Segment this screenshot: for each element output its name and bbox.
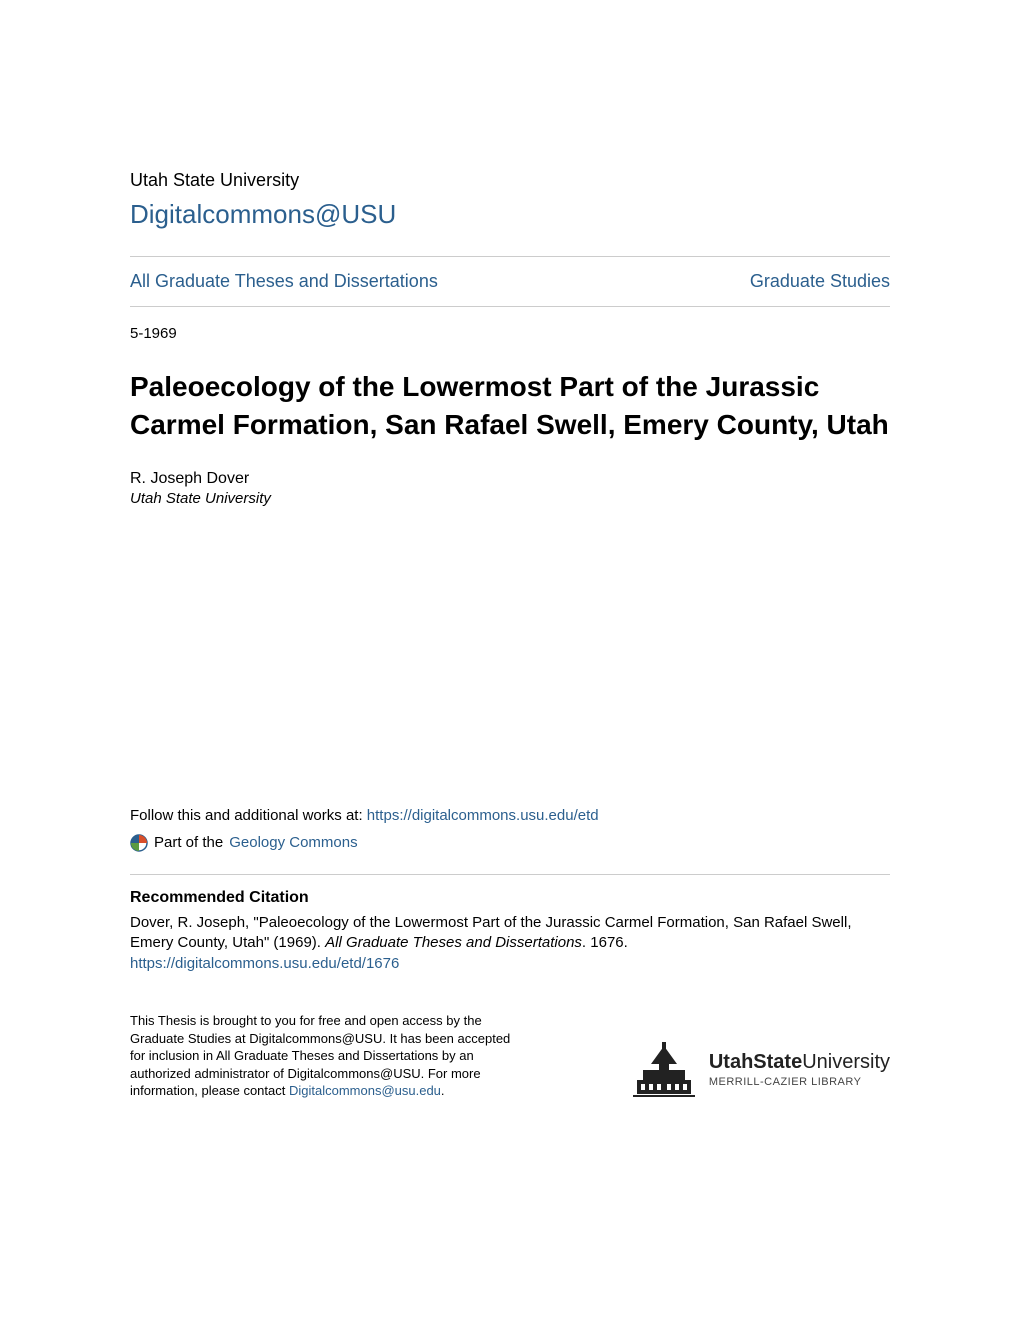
logo-bold: UtahState xyxy=(709,1051,802,1073)
network-icon xyxy=(130,834,148,852)
network-prefix: Part of the xyxy=(154,834,223,851)
university-logo: UtahStateUniversity MERRILL-CAZIER LIBRA… xyxy=(629,1040,890,1100)
access-suffix: . xyxy=(441,1083,445,1098)
citation-url-link[interactable]: https://digitalcommons.usu.edu/etd/1676 xyxy=(130,955,890,972)
nav-collection-link[interactable]: All Graduate Theses and Dissertations xyxy=(130,271,438,292)
follow-prefix: Follow this and additional works at: xyxy=(130,807,367,824)
citation-text: Dover, R. Joseph, "Paleoecology of the L… xyxy=(130,913,890,954)
repository-link[interactable]: Digitalcommons@USU xyxy=(130,199,890,230)
footer-row: This Thesis is brought to you for free a… xyxy=(130,1012,890,1100)
contact-email-link[interactable]: Digitalcommons@usu.edu xyxy=(289,1083,441,1098)
author-name: R. Joseph Dover xyxy=(130,470,890,488)
paper-title: Paleoecology of the Lowermost Part of th… xyxy=(130,368,890,444)
access-statement: This Thesis is brought to you for free a… xyxy=(130,1012,520,1100)
breadcrumb-nav: All Graduate Theses and Dissertations Gr… xyxy=(130,257,890,306)
logo-text: UtahStateUniversity MERRILL-CAZIER LIBRA… xyxy=(709,1051,890,1088)
old-main-icon xyxy=(629,1040,699,1100)
logo-university-name: UtahStateUniversity xyxy=(709,1051,890,1074)
divider-nav xyxy=(130,306,890,307)
logo-light: University xyxy=(802,1051,890,1073)
publication-date: 5-1969 xyxy=(130,325,890,342)
follow-url-link[interactable]: https://digitalcommons.usu.edu/etd xyxy=(367,807,599,824)
citation-heading: Recommended Citation xyxy=(130,889,890,907)
divider-citation xyxy=(130,874,890,875)
network-line: Part of the Geology Commons xyxy=(130,834,890,852)
logo-library-name: MERRILL-CAZIER LIBRARY xyxy=(709,1076,890,1088)
network-commons-link[interactable]: Geology Commons xyxy=(229,834,357,851)
nav-studies-link[interactable]: Graduate Studies xyxy=(750,271,890,292)
institution-name: Utah State University xyxy=(130,170,890,191)
follow-works-line: Follow this and additional works at: htt… xyxy=(130,807,890,824)
author-affiliation: Utah State University xyxy=(130,490,890,507)
citation-part2: . 1676. xyxy=(582,934,628,951)
citation-italic: All Graduate Theses and Dissertations xyxy=(325,934,582,951)
